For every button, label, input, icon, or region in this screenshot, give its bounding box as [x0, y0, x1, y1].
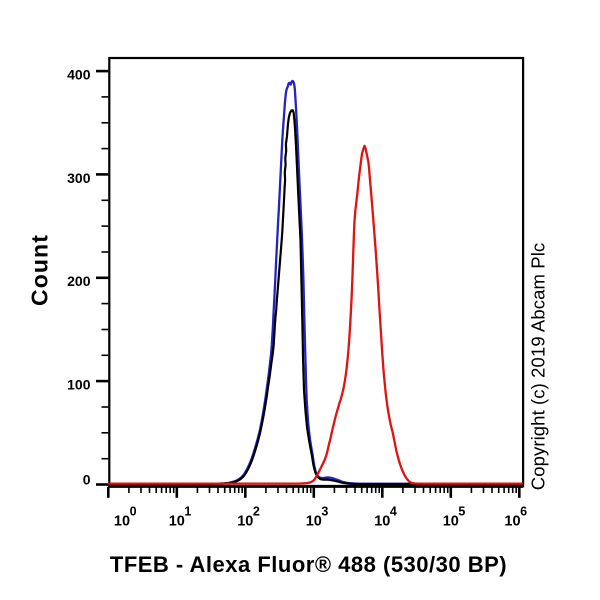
svg-text:10: 10 [114, 514, 130, 530]
svg-text:4: 4 [390, 505, 397, 519]
svg-text:10: 10 [374, 514, 390, 530]
svg-text:0: 0 [130, 505, 137, 519]
svg-text:TFEB - Alexa Fluor® 488 (530/3: TFEB - Alexa Fluor® 488 (530/30 BP) [110, 552, 507, 577]
svg-text:1: 1 [184, 505, 191, 519]
svg-text:100: 100 [67, 376, 91, 392]
svg-text:10: 10 [443, 514, 459, 530]
svg-text:Copyright (c) 2019 Abcam Plc: Copyright (c) 2019 Abcam Plc [528, 243, 549, 491]
svg-text:10: 10 [306, 514, 322, 530]
svg-text:6: 6 [520, 505, 527, 519]
svg-text:5: 5 [458, 505, 465, 519]
svg-text:300: 300 [67, 170, 91, 186]
svg-text:Count: Count [27, 234, 53, 306]
svg-text:10: 10 [169, 514, 185, 530]
svg-text:3: 3 [321, 505, 328, 519]
svg-text:10: 10 [237, 514, 253, 530]
svg-text:200: 200 [67, 273, 91, 289]
svg-text:10: 10 [504, 514, 520, 530]
svg-text:400: 400 [67, 66, 91, 82]
svg-text:2: 2 [253, 505, 260, 519]
svg-text:0: 0 [83, 472, 91, 488]
